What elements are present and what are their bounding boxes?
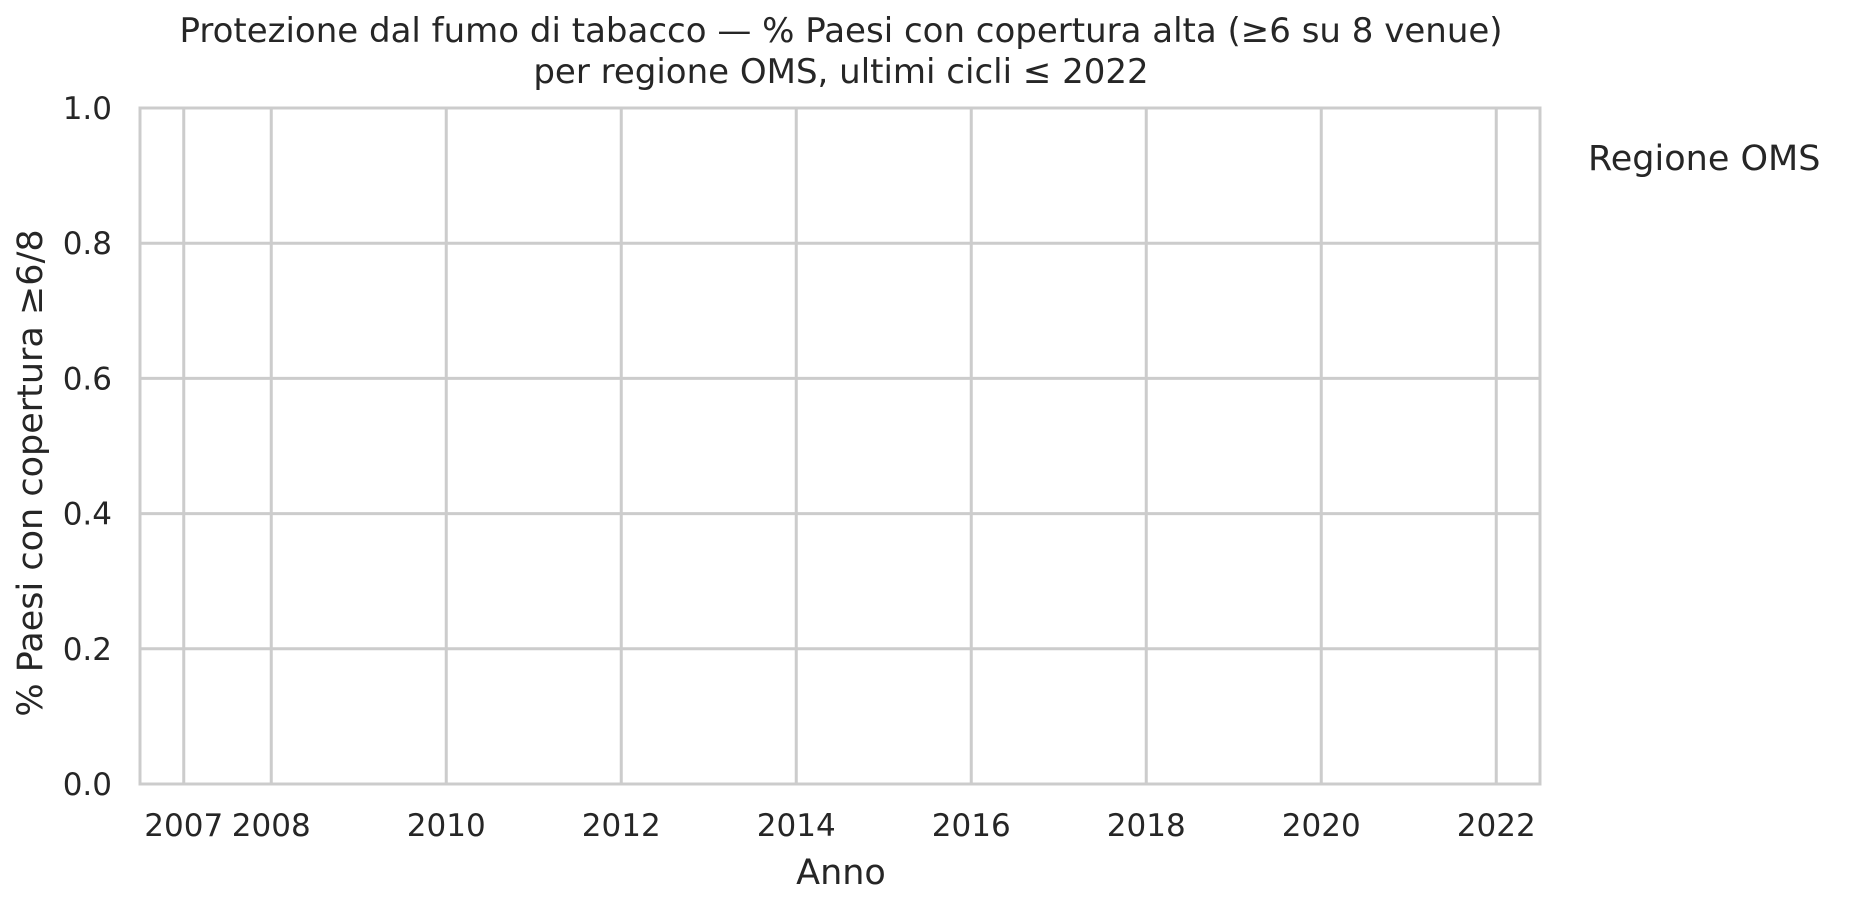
x-tick-labels: 2007 2008 2010 2012 2014 2016 2018 2020 2022 (144, 808, 1535, 844)
x-tick-label: 2010 (407, 808, 486, 844)
x-tick-label: 2016 (932, 808, 1011, 844)
y-tick-label: 0.4 (63, 497, 112, 533)
y-tick-label: 1.0 (63, 91, 112, 127)
y-tick-label: 0.2 (63, 632, 112, 668)
y-tick-labels: 0.0 0.2 0.4 0.6 0.8 1.0 (63, 91, 112, 803)
y-tick-label: 0.6 (63, 361, 112, 397)
x-tick-label: 2022 (1457, 808, 1536, 844)
y-tick-label: 0.0 (63, 767, 112, 803)
x-tick-label: 2012 (582, 808, 661, 844)
x-tick-label: 2008 (232, 808, 311, 844)
y-tick-label: 0.8 (63, 226, 112, 262)
chart-subtitle: per regione OMS, ultimi cicli ≤ 2022 (533, 52, 1148, 92)
x-tick-label: 2018 (1107, 808, 1186, 844)
plot-frame (138, 106, 1542, 786)
x-tick-label: 2020 (1282, 808, 1361, 844)
x-tick-label: 2007 (144, 808, 223, 844)
x-axis-label: Anno (796, 853, 886, 893)
legend-title: Regione OMS (1588, 139, 1820, 179)
x-gridlines (182, 108, 1498, 784)
chart-title: Protezione dal fumo di tabacco — % Paesi… (179, 11, 1502, 51)
x-tick-label: 2014 (757, 808, 836, 844)
y-axis-label: % Paesi con copertura ≥6/8 (11, 229, 51, 716)
